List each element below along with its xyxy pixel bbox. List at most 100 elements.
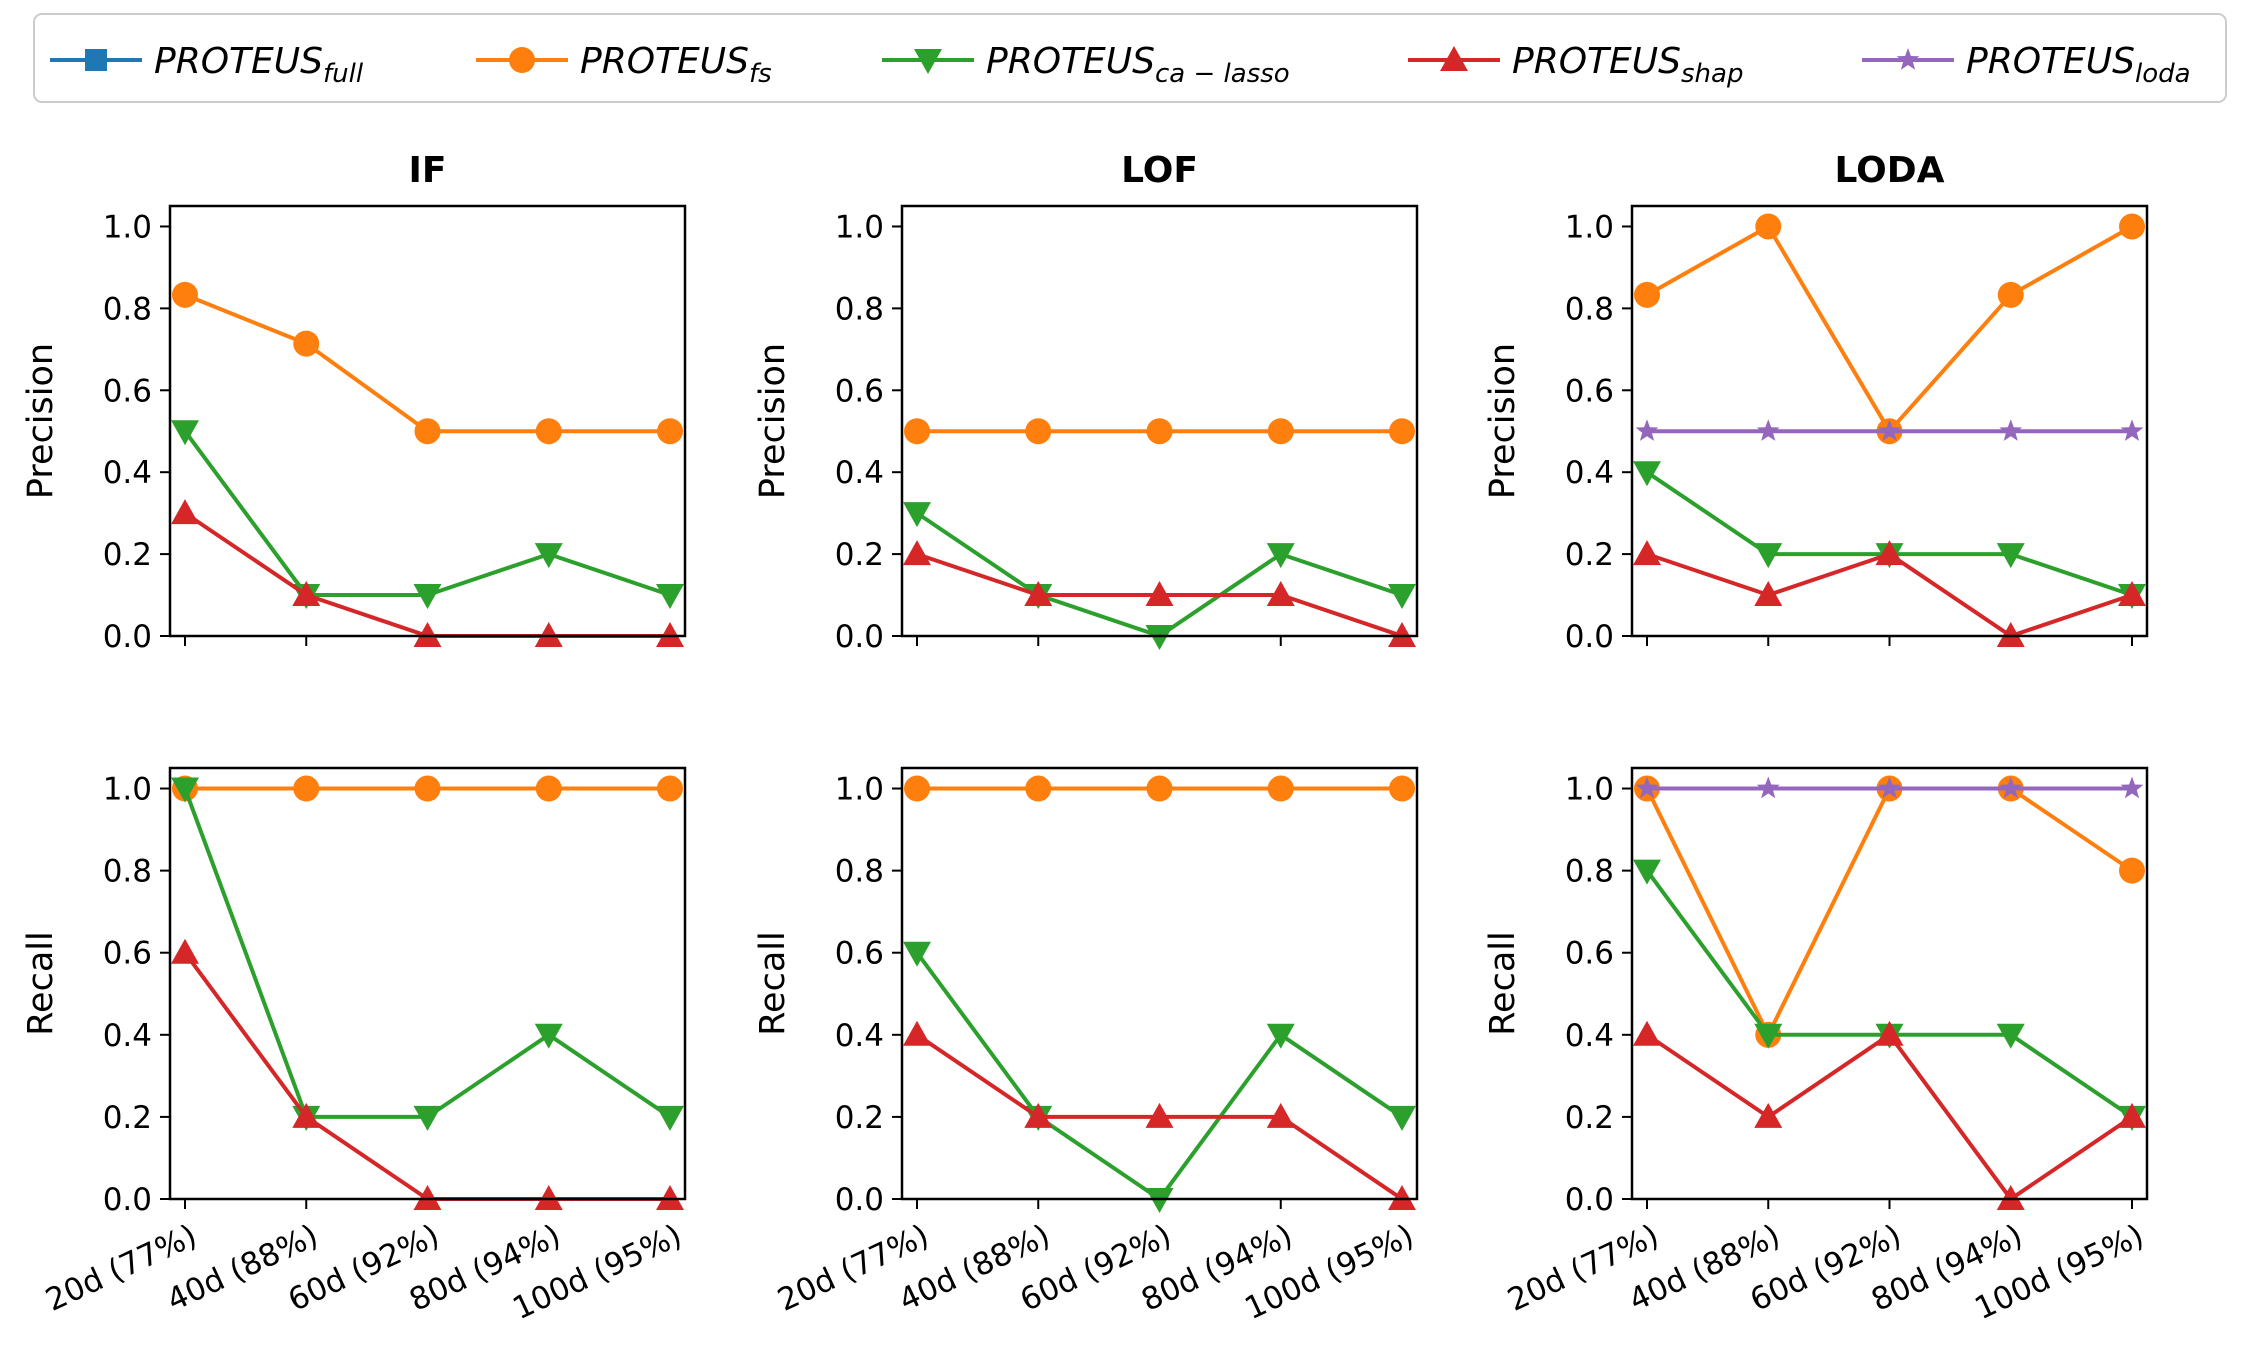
data-point-loda — [1999, 776, 2023, 799]
legend-marker-ca_lasso — [914, 49, 942, 74]
series-line-ca_lasso — [915, 511, 1403, 638]
data-point-shap — [1388, 622, 1416, 647]
y-tick-label: 0.2 — [103, 1100, 152, 1136]
data-point-shap — [413, 622, 442, 647]
chart-panels: IF 0.0 0.2 0.4 0.6 0.8 1.0 Precision LOF 0.0 0.2 0.… — [21, 150, 2149, 1327]
series-fs — [172, 775, 683, 802]
plot-frame — [1630, 204, 2149, 638]
data-point-fs — [293, 330, 320, 357]
y-tick-label: 1.0 — [103, 209, 152, 245]
panel-lof-precision: LOF 0.0 0.2 0.4 0.6 0.8 1.0 Precision — [753, 150, 1419, 655]
data-point-ca_lasso — [1388, 584, 1416, 610]
plot-frame — [1630, 766, 2149, 1201]
data-point-ca_lasso — [1388, 1105, 1416, 1131]
legend-entry-fs: PROTEUSfs — [476, 41, 772, 89]
legend-label-loda: PROTEUSloda — [1966, 41, 2191, 89]
y-tick-label: 0.0 — [103, 619, 152, 655]
series-loda — [1635, 419, 2144, 441]
legend-label-ca_lasso: PROTEUSca − lasso — [986, 41, 1290, 89]
y-axis-label-lof-recall: Recall — [753, 931, 793, 1035]
series-line-fs — [184, 293, 670, 434]
y-tick-label: 1.0 — [103, 772, 152, 808]
data-point-shap — [1996, 622, 2025, 647]
y-tick-label: 0.2 — [1565, 537, 1614, 573]
data-point-shap — [1633, 1020, 1661, 1046]
data-point-fs — [657, 775, 683, 802]
data-point-loda — [1756, 419, 1780, 441]
series-loda — [1635, 776, 2144, 799]
y-tick-label: 0.4 — [1565, 455, 1614, 491]
data-point-fs — [414, 775, 441, 802]
data-point-ca_lasso — [1145, 1188, 1174, 1213]
data-point-ca_lasso — [1754, 1023, 1783, 1049]
data-point-fs — [1146, 418, 1173, 445]
data-point-fs — [1267, 418, 1294, 445]
series-ca_lasso — [1633, 859, 2146, 1131]
y-tick-label: 0.0 — [835, 619, 884, 655]
data-point-fs — [1267, 775, 1294, 802]
data-point-shap — [1266, 1102, 1295, 1128]
series-fs — [1634, 775, 2145, 1048]
data-point-fs — [1389, 418, 1415, 445]
data-point-shap — [1996, 1185, 2025, 1210]
y-tick-label: 1.0 — [1565, 772, 1614, 808]
data-point-shap — [292, 1102, 321, 1128]
data-point-ca_lasso — [1145, 625, 1174, 650]
data-point-shap — [903, 1020, 931, 1046]
data-point-shap — [534, 622, 563, 647]
plot-frame — [900, 766, 1419, 1201]
series-fs — [1634, 213, 2145, 445]
y-tick-label: 0.0 — [835, 1182, 884, 1218]
y-tick-label: 0.0 — [103, 1182, 152, 1218]
data-point-shap — [1266, 581, 1295, 607]
data-point-fs — [1634, 281, 1660, 308]
series-line-shap — [1645, 1032, 2134, 1201]
y-tick-label: 0.6 — [103, 373, 152, 409]
data-point-ca_lasso — [171, 420, 199, 446]
y-tick-label: 0.8 — [835, 854, 884, 890]
data-point-fs — [1997, 281, 2024, 308]
data-point-ca_lasso — [534, 1023, 563, 1049]
series-fs — [904, 418, 1415, 445]
data-point-shap — [413, 1185, 442, 1210]
data-point-shap — [1875, 1020, 1904, 1046]
legend-label-full: PROTEUSfull — [154, 41, 364, 89]
data-point-ca_lasso — [903, 502, 931, 528]
legend-marker-fs — [509, 47, 535, 73]
data-point-fs — [657, 418, 683, 445]
data-point-ca_lasso — [1996, 543, 2025, 569]
y-tick-label: 0.6 — [835, 936, 884, 972]
data-point-ca_lasso — [1996, 1023, 2025, 1049]
panel-title-lof-precision: LOF — [1121, 150, 1198, 191]
y-tick-label: 0.4 — [103, 455, 152, 491]
legend: PROTEUSfull PROTEUSfs PROTEUSca − lasso PRO… — [33, 13, 2227, 103]
data-point-ca_lasso — [534, 543, 563, 569]
data-point-fs — [1146, 775, 1173, 802]
legend-label-fs: PROTEUSfs — [580, 41, 772, 89]
series-shap — [1633, 540, 2146, 647]
data-point-shap — [171, 499, 199, 525]
legend-entry-shap: PROTEUSshap — [1408, 41, 1743, 89]
y-tick-label: 0.4 — [1565, 1018, 1614, 1054]
y-tick-label: 0.4 — [835, 455, 884, 491]
data-point-shap — [656, 1185, 684, 1210]
plot-frame — [900, 204, 1419, 638]
data-point-ca_lasso — [656, 1105, 684, 1131]
y-tick-label: 0.8 — [1565, 854, 1614, 890]
data-point-shap — [1388, 1185, 1416, 1210]
series-shap — [903, 540, 1416, 647]
panel-loda-precision: LODA 0.0 0.2 0.4 0.6 0.8 1.0 Precision — [1483, 150, 2149, 655]
legend-marker-full — [85, 49, 107, 71]
y-tick-label: 0.4 — [835, 1018, 884, 1054]
panel-title-if-precision: IF — [409, 150, 447, 191]
y-tick-label: 0.2 — [835, 537, 884, 573]
panel-if-precision: IF 0.0 0.2 0.4 0.6 0.8 1.0 Precision — [21, 150, 687, 655]
data-point-shap — [1754, 581, 1783, 607]
legend-frame — [33, 13, 2227, 103]
y-axis-label-loda-recall: Recall — [1483, 931, 1523, 1035]
legend-label-shap: PROTEUSshap — [1512, 41, 1743, 89]
y-tick-label: 0.8 — [1565, 291, 1614, 327]
